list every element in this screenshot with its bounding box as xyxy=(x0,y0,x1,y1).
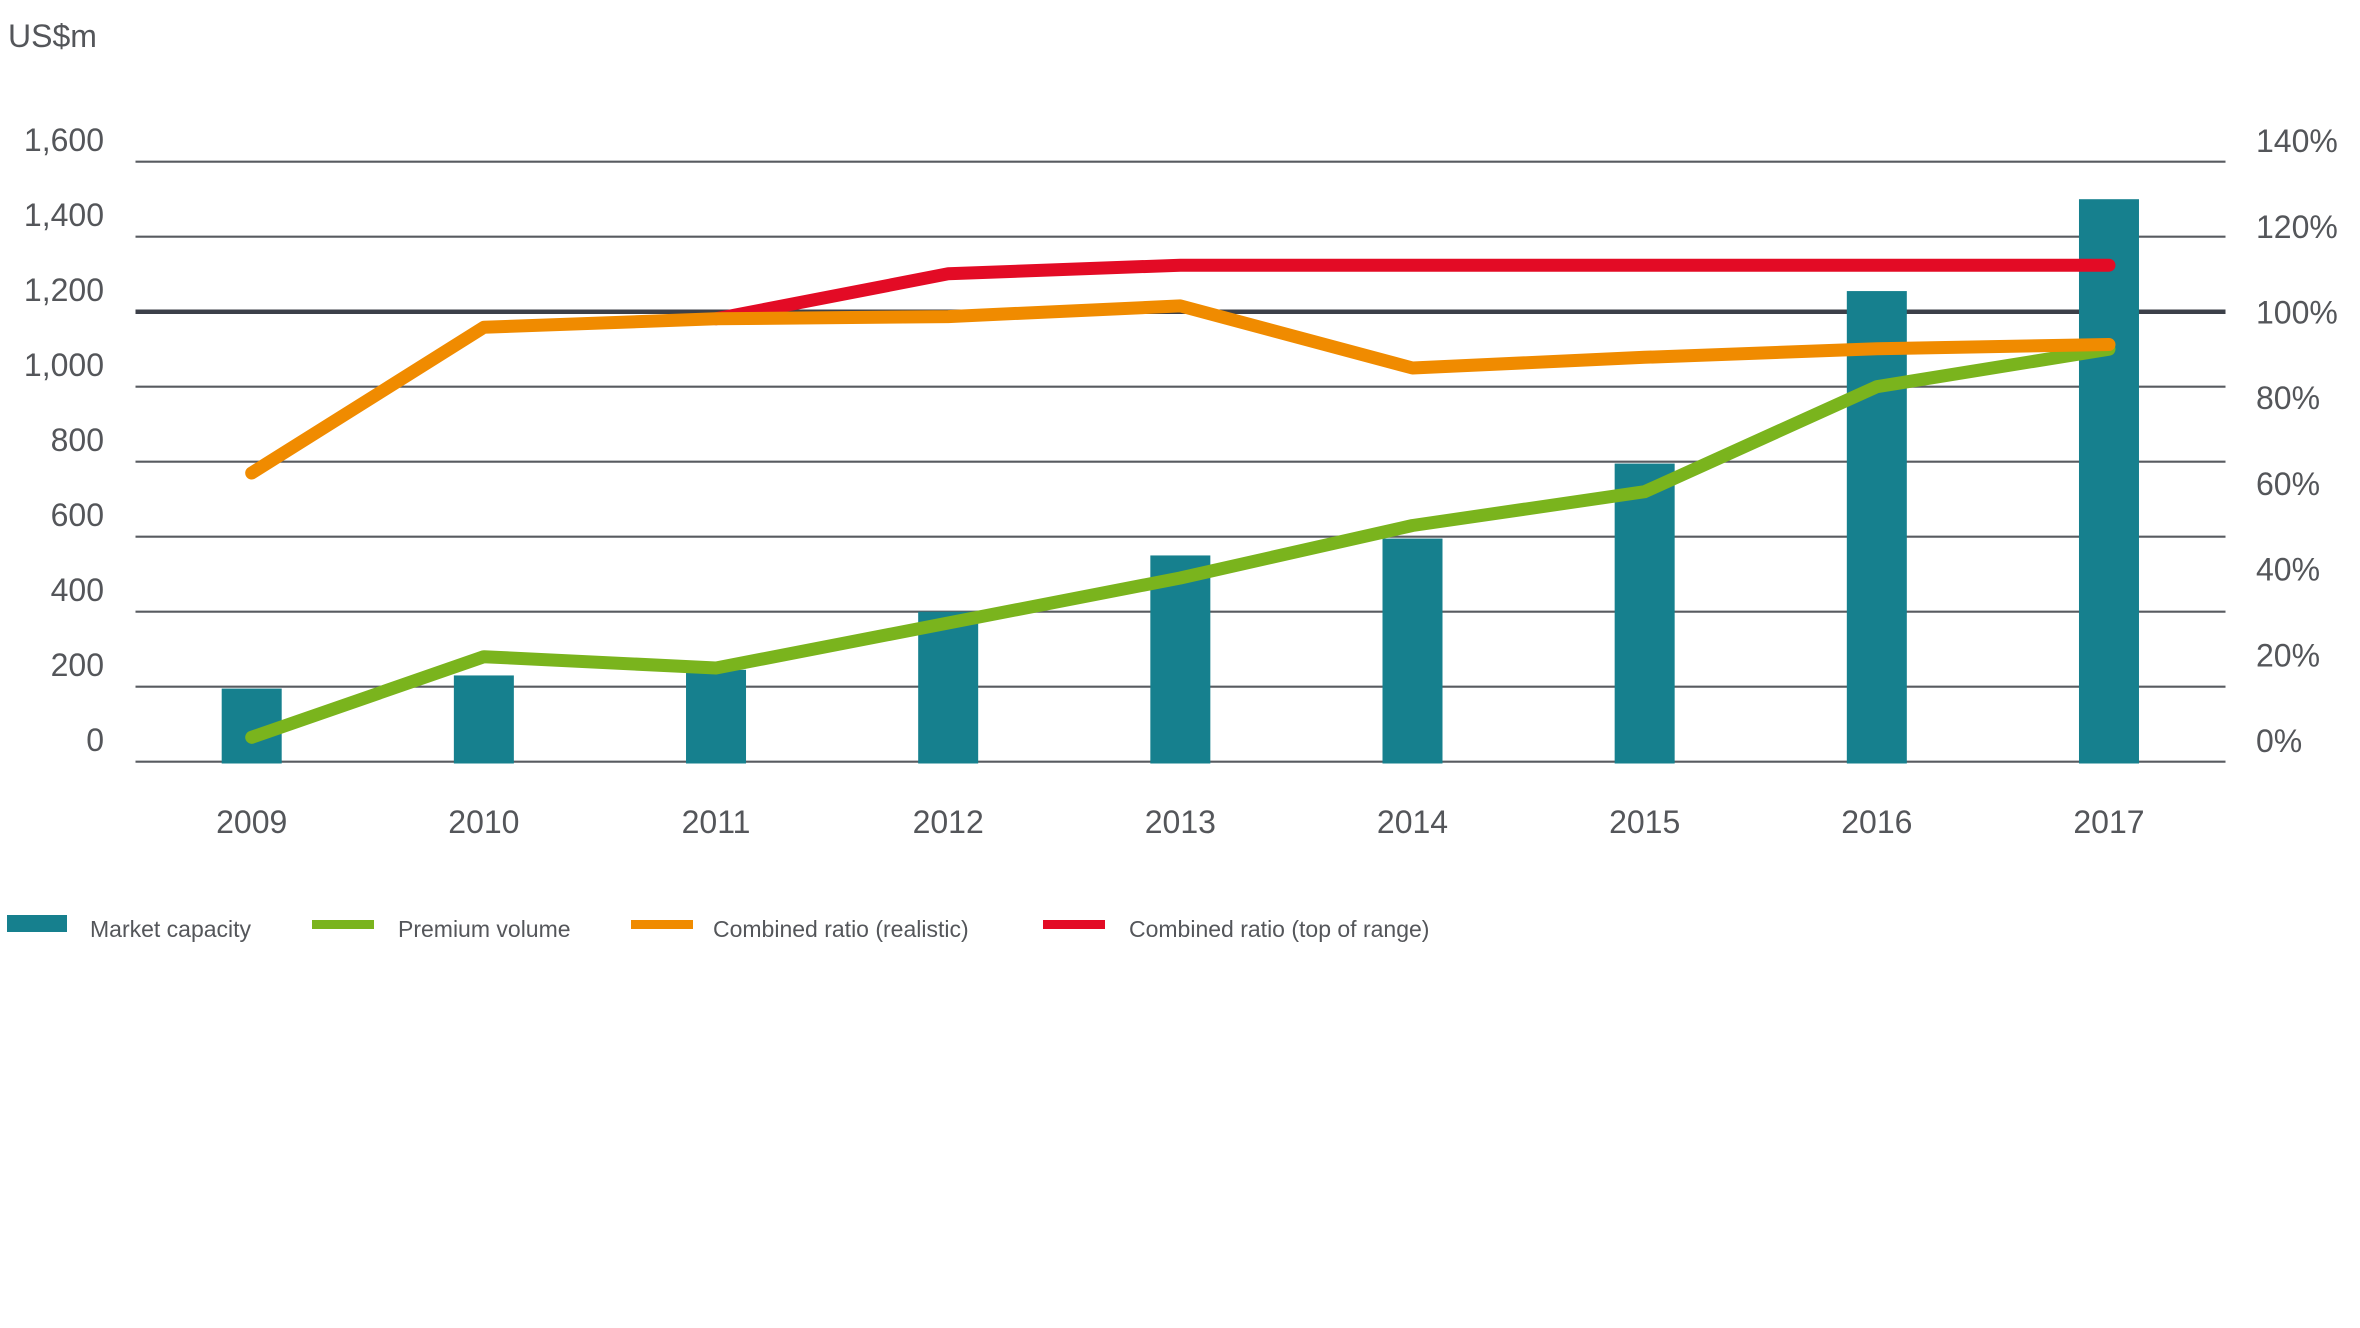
right-axis-tick-label: 0% xyxy=(2256,723,2302,759)
line-combined-ratio-realistic xyxy=(245,299,2116,480)
chart-legend: Market capacity Premium volume Combined … xyxy=(0,905,2360,949)
right-axis-tick-label: 80% xyxy=(2256,380,2320,416)
left-axis-tick-label: 400 xyxy=(51,572,104,608)
market-capacity-swatch-icon xyxy=(7,915,67,932)
x-axis-year-label: 2011 xyxy=(682,804,751,840)
bar-market-capacity-2011 xyxy=(686,669,747,764)
premium-volume-swatch-icon xyxy=(312,920,374,929)
x-axis-year-label: 2013 xyxy=(1145,804,1216,840)
x-axis-year-label: 2012 xyxy=(913,804,984,840)
combined-ratio-top-swatch-icon xyxy=(1043,920,1105,929)
x-axis-year-label: 2014 xyxy=(1377,804,1448,840)
x-axis-year-label: 2009 xyxy=(216,804,287,840)
left-axis-tick-label: 1,600 xyxy=(24,122,104,158)
left-axis-tick-label: 1,200 xyxy=(24,272,104,308)
right-axis-tick-label: 120% xyxy=(2256,209,2338,245)
left-axis-tick-label: 1,000 xyxy=(24,347,104,383)
bar-market-capacity-2017 xyxy=(2078,199,2139,764)
bar-market-capacity-2016 xyxy=(1846,291,1907,764)
bar-market-capacity-2015 xyxy=(1614,463,1675,764)
right-axis-tick-label: 100% xyxy=(2256,295,2338,331)
bar-market-capacity-2010 xyxy=(453,675,514,764)
x-axis-year-label: 2015 xyxy=(1609,804,1680,840)
legend-label: Combined ratio (top of range) xyxy=(1129,916,1430,942)
left-axis-tick-label: 600 xyxy=(51,497,104,533)
bar-market-capacity-2013 xyxy=(1150,555,1211,764)
bar-market-capacity-2014 xyxy=(1382,538,1443,764)
left-axis-tick-label: 0 xyxy=(86,722,104,758)
line-premium-volume xyxy=(245,342,2116,744)
right-axis-tick-label: 40% xyxy=(2256,552,2320,588)
left-axis-tick-label: 800 xyxy=(51,422,104,458)
legend-label: Premium volume xyxy=(398,916,571,942)
combined-ratio-realistic-swatch-icon xyxy=(631,920,693,929)
right-axis-tick-label: 60% xyxy=(2256,466,2320,502)
left-axis-tick-label: 200 xyxy=(51,647,104,683)
right-axis-tick-label: 140% xyxy=(2256,123,2338,159)
x-axis-year-label: 2017 xyxy=(2073,804,2144,840)
x-axis-year-label: 2016 xyxy=(1841,804,1912,840)
right-axis-tick-label: 20% xyxy=(2256,637,2320,673)
x-axis-year-label: 2010 xyxy=(448,804,519,840)
legend-label: Combined ratio (realistic) xyxy=(713,916,969,942)
left-axis-unit-label: US$m xyxy=(8,18,97,54)
line-combined-ratio-top-of-range xyxy=(709,258,2116,326)
legend-label: Market capacity xyxy=(90,916,252,942)
left-axis-tick-label: 1,400 xyxy=(24,197,104,233)
bar-market-capacity-2012 xyxy=(918,611,979,764)
